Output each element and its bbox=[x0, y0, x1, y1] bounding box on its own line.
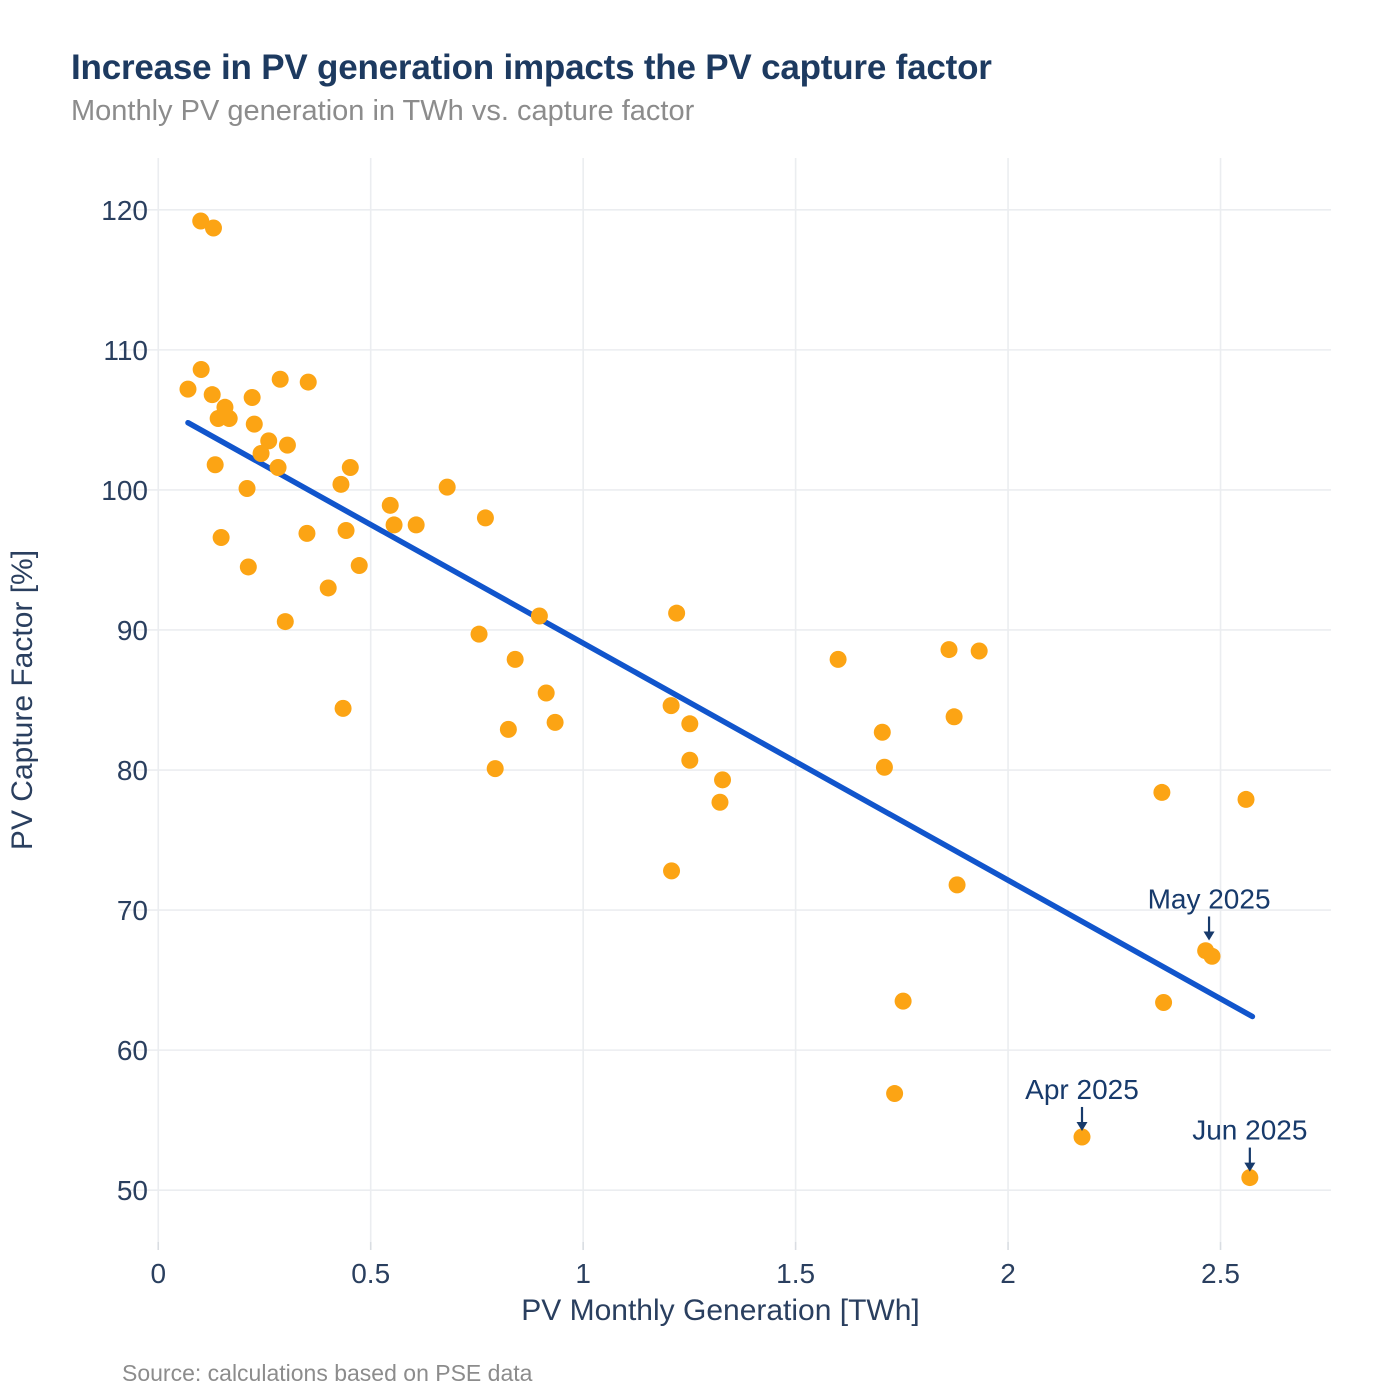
data-point bbox=[212, 529, 230, 547]
x-tick-label: 1.5 bbox=[776, 1258, 815, 1289]
data-point bbox=[179, 380, 197, 398]
chart-subtitle: Monthly PV generation in TWh vs. capture… bbox=[71, 95, 695, 127]
data-point bbox=[945, 708, 963, 726]
data-point bbox=[278, 436, 296, 454]
y-tick-label: 50 bbox=[117, 1175, 148, 1206]
x-tick-label: 2 bbox=[1000, 1258, 1016, 1289]
data-point bbox=[1203, 947, 1221, 965]
data-point bbox=[711, 793, 729, 811]
data-point bbox=[1073, 1128, 1091, 1146]
data-point bbox=[476, 509, 494, 527]
data-point bbox=[220, 409, 238, 427]
data-point bbox=[341, 459, 359, 477]
data-point bbox=[319, 579, 337, 597]
data-point bbox=[407, 516, 425, 534]
data-point bbox=[332, 475, 350, 493]
data-point bbox=[668, 604, 686, 622]
data-point bbox=[1155, 994, 1173, 1012]
data-point bbox=[875, 758, 893, 776]
data-point bbox=[948, 876, 966, 894]
x-axis-title: PV Monthly Generation [TWh] bbox=[521, 1294, 920, 1327]
y-axis-title: PV Capture Factor [%] bbox=[6, 550, 39, 850]
source-note: Source: calculations based on PSE data bbox=[122, 1360, 533, 1386]
data-point bbox=[470, 625, 488, 643]
data-point bbox=[486, 760, 504, 778]
data-point bbox=[276, 613, 294, 631]
y-tick-label: 100 bbox=[101, 475, 148, 506]
annotation-arrow-head bbox=[1244, 1162, 1256, 1172]
data-point bbox=[385, 516, 403, 534]
annotation-label: Apr 2025 bbox=[1025, 1074, 1139, 1105]
data-point bbox=[940, 641, 958, 659]
annotation-label: Jun 2025 bbox=[1192, 1115, 1307, 1146]
y-tick-label: 80 bbox=[117, 755, 148, 786]
data-point bbox=[334, 699, 352, 717]
data-point bbox=[299, 373, 317, 391]
data-point bbox=[714, 771, 732, 789]
data-point bbox=[1153, 783, 1171, 801]
data-point bbox=[239, 558, 257, 576]
x-tick-label: 2.5 bbox=[1201, 1258, 1240, 1289]
data-point bbox=[269, 459, 287, 477]
data-point bbox=[829, 650, 847, 668]
data-point bbox=[381, 496, 399, 514]
y-tick-label: 120 bbox=[101, 195, 148, 226]
data-point bbox=[663, 862, 681, 880]
y-tick-label: 70 bbox=[117, 895, 148, 926]
data-point bbox=[873, 723, 891, 741]
data-point bbox=[438, 478, 456, 496]
x-tick-label: 0.5 bbox=[351, 1258, 390, 1289]
data-point bbox=[681, 751, 699, 769]
data-point bbox=[203, 386, 221, 404]
y-tick-label: 90 bbox=[117, 615, 148, 646]
chart-title: Increase in PV generation impacts the PV… bbox=[71, 48, 992, 87]
y-tick-label: 110 bbox=[103, 335, 148, 366]
data-point bbox=[546, 713, 564, 731]
y-tick-label: 60 bbox=[117, 1035, 148, 1066]
data-point bbox=[206, 456, 224, 474]
data-point bbox=[192, 212, 210, 230]
data-point bbox=[886, 1085, 904, 1103]
data-point bbox=[298, 524, 316, 542]
x-tick-label: 0 bbox=[150, 1258, 166, 1289]
x-tick-label: 1 bbox=[575, 1258, 591, 1289]
data-point bbox=[350, 557, 368, 575]
data-point bbox=[238, 480, 256, 498]
data-point bbox=[894, 992, 912, 1010]
data-point bbox=[260, 432, 278, 450]
data-point bbox=[271, 370, 289, 388]
trend-line bbox=[185, 419, 1256, 1020]
data-point bbox=[970, 642, 988, 660]
data-point bbox=[662, 697, 680, 715]
data-point bbox=[506, 650, 524, 668]
data-point bbox=[245, 415, 263, 433]
annotation-label: May 2025 bbox=[1148, 883, 1271, 914]
data-point bbox=[681, 715, 699, 733]
data-point bbox=[499, 720, 517, 738]
data-point bbox=[1237, 790, 1255, 808]
data-point bbox=[537, 684, 555, 702]
data-point bbox=[192, 360, 210, 378]
annotation-arrow-head bbox=[1203, 931, 1215, 941]
data-point bbox=[204, 219, 222, 237]
data-point bbox=[1241, 1169, 1259, 1187]
data-point bbox=[530, 607, 548, 625]
annotation-arrow-head bbox=[1076, 1121, 1088, 1131]
data-point bbox=[252, 445, 270, 463]
data-point bbox=[337, 522, 355, 540]
data-point bbox=[243, 388, 261, 406]
